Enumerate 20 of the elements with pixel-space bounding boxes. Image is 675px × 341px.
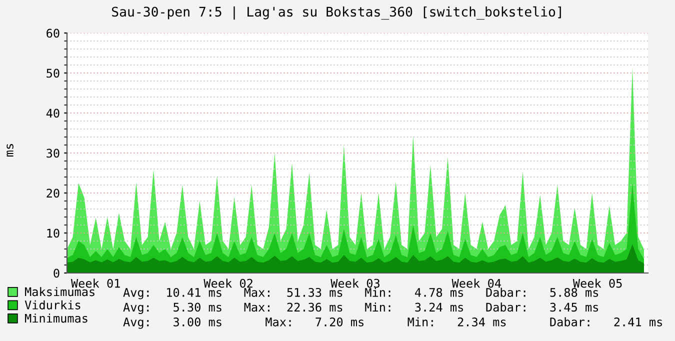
x-tick-label: Week 04 bbox=[452, 278, 501, 288]
y-tick-label: 10 bbox=[47, 228, 60, 238]
x-tick-label: Week 03 bbox=[330, 278, 380, 288]
x-tick-label: Week 02 bbox=[204, 278, 252, 288]
legend-label: Vidurkis bbox=[24, 300, 80, 310]
y-tick-label: 20 bbox=[46, 188, 60, 198]
text: Avg: 5.30 ms Max: 22.36 ms Min: 3.24 ms Dabar: 3.45 ms bbox=[123, 302, 598, 314]
text: Avg: 3.00 ms Max: 7.20 ms Min: 2.34 ms Dabar: 2.41 ms bbox=[123, 317, 662, 329]
legend-label: Maksimumas bbox=[25, 287, 94, 296]
legend-label: Minimumas bbox=[25, 314, 88, 323]
y-tick-label: 40 bbox=[46, 108, 60, 118]
x-tick-label: Week 05 bbox=[572, 278, 622, 288]
x-tick-label: Week 01 bbox=[70, 278, 120, 288]
chart-title: Sau-30-pen 7:5 | Lag'as su Bokstas_360 [switch_bokstelio] bbox=[112, 6, 561, 20]
y-tick-label: 0 bbox=[54, 268, 60, 278]
text: Avg: 10.41 ms Max: 51.33 ms Min: 4.78 ms Dabar: 5.88 ms bbox=[123, 288, 598, 300]
y-axis-title: ms bbox=[6, 144, 14, 156]
y-tick-label: 60 bbox=[46, 28, 60, 38]
y-tick-label: 50 bbox=[46, 68, 60, 78]
y-tick-label: 30 bbox=[46, 148, 60, 158]
